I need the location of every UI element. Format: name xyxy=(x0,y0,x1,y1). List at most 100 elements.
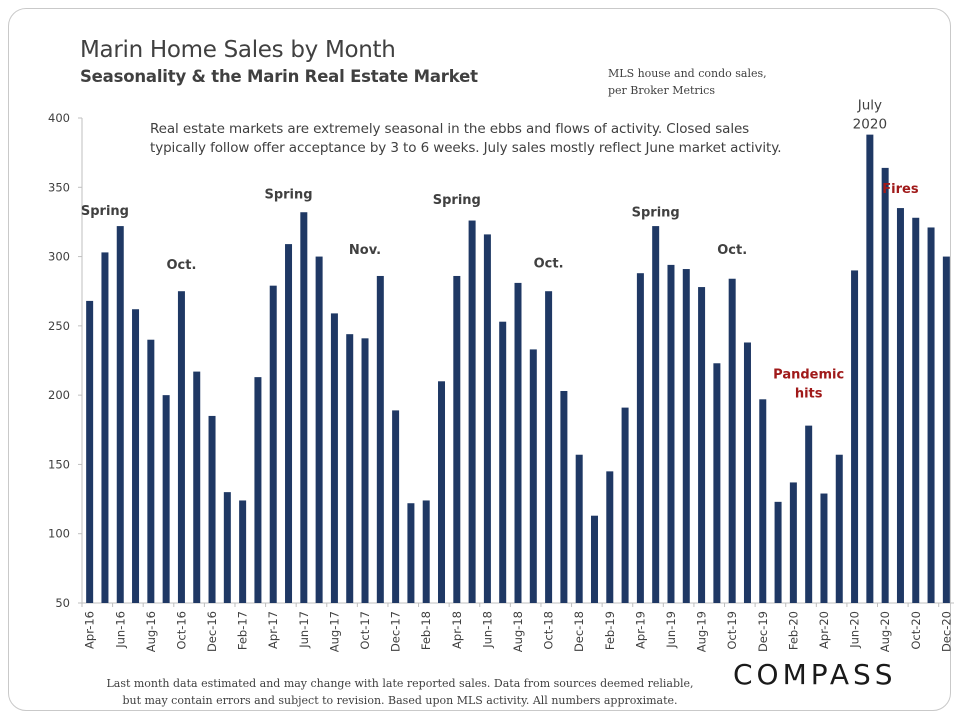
bar xyxy=(499,321,507,603)
y-tick-label: 300 xyxy=(48,250,70,264)
source-line-1: MLS house and condo sales, xyxy=(608,67,767,80)
bar xyxy=(101,252,109,603)
annotation-label: Oct. xyxy=(166,258,196,273)
bar xyxy=(529,349,537,603)
x-tick-label: Dec-17 xyxy=(389,611,403,652)
annotation-label: Fires xyxy=(882,182,919,197)
x-tick-label: Jun-18 xyxy=(480,611,494,649)
bar xyxy=(789,482,797,603)
bar xyxy=(560,390,568,603)
bar xyxy=(132,309,140,603)
bar xyxy=(942,256,950,603)
chart-subtitle: Seasonality & the Marin Real Estate Mark… xyxy=(80,67,478,86)
bar xyxy=(514,282,522,603)
bar xyxy=(820,493,828,603)
chart-note: Real estate markets are extremely season… xyxy=(150,121,782,156)
annotation-label: Spring xyxy=(632,205,680,220)
source-line-2: per Broker Metrics xyxy=(608,84,715,97)
y-tick-label: 200 xyxy=(48,388,70,402)
bar xyxy=(361,338,369,603)
x-tick-label: Oct-16 xyxy=(174,611,188,650)
x-tick-label: Oct-20 xyxy=(909,611,923,650)
annotation-label: Oct. xyxy=(717,243,747,258)
footer-line-2: but may contain errors and subject to re… xyxy=(122,694,678,707)
bar xyxy=(682,269,690,603)
x-tick-label: Aug-20 xyxy=(878,611,892,652)
bar xyxy=(698,287,706,603)
x-tick-label: Apr-20 xyxy=(817,611,831,649)
bar xyxy=(407,503,415,603)
annotation-label: Nov. xyxy=(349,243,381,258)
bar xyxy=(927,227,935,603)
x-tick-label: Jun-19 xyxy=(664,611,678,649)
bar xyxy=(652,226,660,603)
x-tick-label: Jun-17 xyxy=(297,611,311,649)
bar xyxy=(177,291,185,603)
bar xyxy=(346,334,354,603)
annotation-label: Spring xyxy=(81,204,129,219)
x-tick-label: Aug-16 xyxy=(144,611,158,652)
annotation-label: Spring xyxy=(433,193,481,208)
bar xyxy=(774,501,782,603)
bar xyxy=(545,291,553,603)
bar xyxy=(162,395,170,603)
bar xyxy=(851,270,859,603)
bar xyxy=(483,234,491,603)
bar xyxy=(285,244,293,603)
y-tick-label: 150 xyxy=(48,457,70,471)
footer-disclaimer: Last month data estimated and may change… xyxy=(90,675,710,709)
bar xyxy=(728,278,736,603)
x-tick-label: Aug-18 xyxy=(511,611,525,652)
annotation-label: July xyxy=(857,98,882,114)
bar xyxy=(575,454,583,603)
x-tick-label: Dec-20 xyxy=(939,611,953,652)
bar xyxy=(147,339,155,603)
x-tick-label: Jun-20 xyxy=(848,611,862,649)
bar xyxy=(912,217,920,603)
annotation-label: Spring xyxy=(264,187,312,202)
bar xyxy=(713,363,721,603)
bar xyxy=(896,208,904,603)
x-tick-label: Dec-18 xyxy=(572,611,586,652)
chart-title: Marin Home Sales by Month xyxy=(80,37,396,63)
bar xyxy=(392,410,400,603)
bar xyxy=(743,342,751,603)
bar xyxy=(835,454,843,603)
x-tick-label: Aug-19 xyxy=(695,611,709,652)
y-tick-label: 400 xyxy=(48,111,70,125)
bar xyxy=(330,313,338,603)
x-tick-label: Aug-17 xyxy=(327,611,341,652)
x-tick-label: Oct-17 xyxy=(358,611,372,650)
footer-line-1: Last month data estimated and may change… xyxy=(106,677,694,690)
bar xyxy=(881,167,889,603)
slide-frame xyxy=(8,8,951,711)
source-note: MLS house and condo sales, per Broker Me… xyxy=(608,65,767,99)
x-tick-label: Feb-20 xyxy=(786,611,800,650)
x-tick-label: Feb-19 xyxy=(603,611,617,650)
bar xyxy=(315,256,323,603)
bar xyxy=(193,371,201,603)
bar xyxy=(866,134,874,603)
bar xyxy=(636,273,644,603)
x-tick-label: Oct-19 xyxy=(725,611,739,650)
bar xyxy=(116,226,124,603)
x-tick-label: Dec-16 xyxy=(205,611,219,652)
bar xyxy=(422,500,430,603)
compass-logo: COMPASS xyxy=(733,658,897,691)
y-tick-label: 250 xyxy=(48,319,70,333)
x-tick-label: Dec-19 xyxy=(756,611,770,652)
bar xyxy=(300,212,308,604)
bar xyxy=(590,515,598,603)
y-tick-label: 350 xyxy=(48,180,70,194)
bar xyxy=(223,492,231,603)
x-tick-label: Apr-16 xyxy=(83,611,97,649)
bar xyxy=(269,285,277,603)
bar xyxy=(759,399,767,603)
x-tick-label: Oct-18 xyxy=(542,611,556,650)
annotation-label: Pandemic xyxy=(773,368,844,383)
annotation-label: hits xyxy=(795,387,823,402)
x-tick-label: Feb-17 xyxy=(236,611,250,650)
x-tick-label: Jun-16 xyxy=(113,611,127,649)
bar xyxy=(805,425,813,603)
